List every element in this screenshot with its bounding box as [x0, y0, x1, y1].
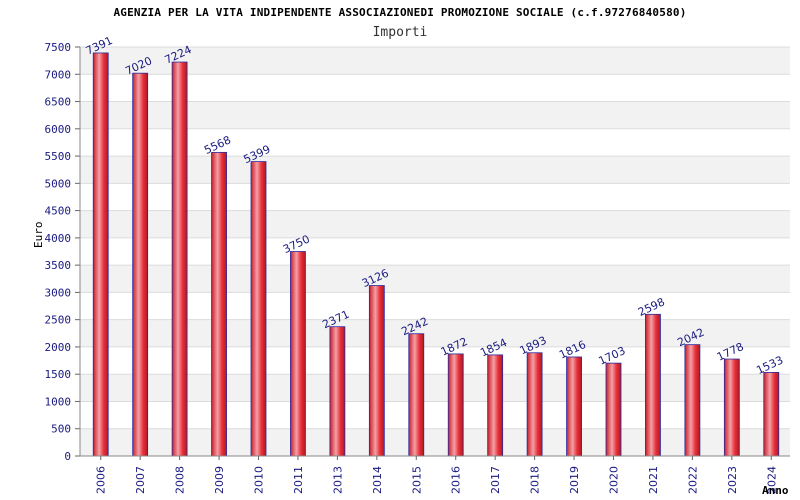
x-tick-label-2016: 2016 — [450, 466, 463, 494]
bar-2018 — [526, 352, 543, 457]
bar-2016 — [447, 353, 464, 457]
x-tick-label-2024: 2024 — [765, 466, 778, 494]
x-tick-label-2022: 2022 — [686, 466, 699, 494]
x-tick-label-2006: 2006 — [95, 466, 108, 494]
grid-band — [80, 47, 790, 75]
x-tick-label-2018: 2018 — [529, 466, 542, 494]
chart-title: AGENZIA PER LA VITA INDIPENDENTE ASSOCIA… — [113, 6, 687, 19]
x-tick-label-2011: 2011 — [292, 466, 305, 494]
bar-2008 — [171, 61, 188, 457]
x-tick-label-2023: 2023 — [726, 466, 739, 494]
y-tick-label: 4500 — [45, 205, 72, 218]
bar-2006 — [92, 52, 109, 457]
bar-2015 — [408, 333, 425, 457]
grid — [80, 46, 790, 457]
x-tick-label-2014: 2014 — [371, 466, 384, 494]
bar-2011 — [290, 251, 306, 457]
y-tick-label: 7000 — [45, 68, 72, 81]
y-tick-label: 3500 — [45, 259, 72, 272]
y-tick-label: 2500 — [45, 314, 72, 327]
bar-2017 — [487, 354, 504, 457]
bar-2024 — [763, 372, 780, 457]
grid-band — [80, 156, 790, 184]
grid-band — [80, 319, 790, 347]
x-tick-label-2015: 2015 — [410, 466, 423, 494]
x-tick-label-2009: 2009 — [213, 466, 226, 494]
y-tick-label: 6000 — [45, 123, 72, 136]
bar-2007 — [132, 72, 149, 457]
grid-band — [80, 428, 790, 456]
y-tick-label: 7500 — [45, 41, 72, 54]
y-tick-label: 500 — [51, 423, 71, 436]
y-tick-label: 0 — [64, 450, 71, 463]
grid-band — [80, 374, 790, 402]
y-tick-label: 1500 — [45, 368, 72, 381]
y-tick-label: 3000 — [45, 286, 72, 299]
grid-band — [80, 210, 790, 238]
x-tick-label-2019: 2019 — [568, 466, 581, 494]
grid-band — [80, 265, 790, 293]
y-tick-label: 5500 — [45, 150, 72, 163]
y-tick-label: 2000 — [45, 341, 72, 354]
x-tick-label-2010: 2010 — [253, 466, 266, 494]
y-tick-label: 5000 — [45, 177, 72, 190]
bar-2023 — [723, 358, 740, 457]
chart-subtitle: Importi — [372, 25, 428, 40]
x-tick-label-2007: 2007 — [134, 466, 147, 494]
y-axis-label: Euro — [32, 221, 45, 249]
y-tick-label: 1000 — [45, 395, 72, 408]
bar-2009 — [211, 151, 227, 457]
x-axis-label: Anno — [762, 484, 789, 497]
bars — [92, 52, 780, 457]
bar-2014 — [368, 285, 385, 457]
x-tick-label-2008: 2008 — [174, 466, 187, 494]
axes: 0 500 1000 1500 2000 2500 3000 3500 4000 4500 5000… — [45, 41, 790, 494]
bar-2020 — [605, 362, 622, 457]
bar-2010 — [250, 161, 267, 457]
x-tick-label-2020: 2020 — [608, 466, 621, 494]
grid-band — [80, 101, 790, 129]
x-tick-label-2013: 2013 — [331, 466, 344, 494]
x-tick-label-2021: 2021 — [647, 466, 660, 494]
bar-2022 — [684, 344, 701, 457]
x-tick-label-2017: 2017 — [489, 466, 502, 494]
bar-2021 — [645, 313, 661, 457]
y-tick-label: 4000 — [45, 232, 72, 245]
bar-2019 — [566, 356, 582, 457]
bar-2013 — [329, 326, 346, 457]
y-tick-label: 6500 — [45, 96, 72, 109]
